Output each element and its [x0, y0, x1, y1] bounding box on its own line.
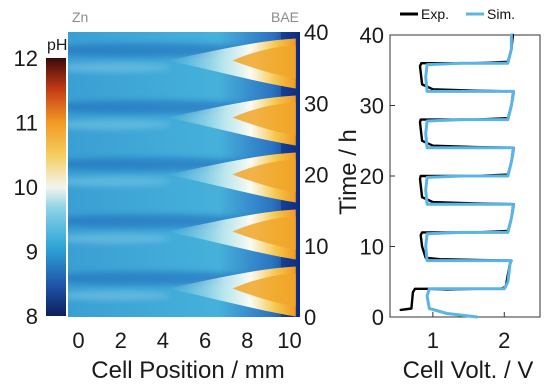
- heatmap-y-tick-label: 30: [304, 91, 328, 116]
- ph-pulse-core: [232, 102, 296, 136]
- heatmap-top-right-label: BAE: [271, 9, 299, 25]
- voltage-y-tick-label: 0: [372, 305, 384, 330]
- heatmap-y-tick-label: 40: [304, 20, 328, 45]
- heatmap-x-tick-label: 4: [157, 328, 169, 353]
- legend-label-exp: Exp.: [421, 6, 449, 22]
- colorbar-label: pH: [47, 37, 67, 54]
- mid-ph-band: [68, 176, 171, 187]
- heatmap-y-tick-label: 20: [304, 163, 328, 188]
- ph-pulse-core: [232, 216, 296, 250]
- heatmap-top-left-label: Zn: [72, 9, 88, 25]
- colorbar-tick-label: 9: [26, 240, 38, 265]
- mid-ph-band: [68, 233, 171, 244]
- voltage-x-axis-label: Cell Volt. / V: [403, 357, 534, 384]
- colorbar-scale: [46, 58, 66, 316]
- ph-pulse-core: [232, 159, 296, 193]
- heatmap-x-tick-label: 8: [241, 328, 253, 353]
- heatmap-right-y-axis-label: Time / h: [335, 129, 362, 215]
- voltage-x-tick-label: 1: [427, 328, 439, 353]
- voltage-x-tick-label: 2: [498, 328, 510, 353]
- colorbar-tick-label: 12: [14, 46, 38, 71]
- heatmap-x-tick-label: 0: [72, 328, 84, 353]
- voltage-y-tick-label: 40: [360, 23, 384, 48]
- colorbar-tick-label: 10: [14, 175, 38, 200]
- series-line-sim: [424, 33, 516, 319]
- heatmap-y-tick-label: 10: [304, 234, 328, 259]
- voltage-y-tick-label: 20: [360, 164, 384, 189]
- voltage-y-tick-label: 30: [360, 94, 384, 119]
- heatmap-x-tick-label: 10: [277, 328, 301, 353]
- mid-ph-band: [68, 62, 171, 73]
- colorbar-tick-label: 11: [15, 111, 38, 136]
- ph-pulse-core: [232, 45, 296, 79]
- mid-ph-band: [68, 290, 171, 301]
- voltage-plot: 1 2 0 10 20 30 40 Cell Volt. / V Exp. Sim.: [360, 6, 541, 384]
- heatmap-x-tick-label: 6: [199, 328, 211, 353]
- heatmap-y-tick-label: 0: [304, 305, 316, 330]
- voltage-y-tick-label: 10: [360, 235, 384, 260]
- colorbar-tick-label: 8: [26, 304, 38, 329]
- heatmap-x-axis-label: Cell Position / mm: [91, 357, 284, 384]
- heatmap-x-tick-label: 2: [115, 328, 127, 353]
- ph-pulse-core: [232, 273, 296, 307]
- legend: Exp. Sim.: [400, 6, 515, 22]
- colorbar: pH 8 9 10 11 12: [14, 37, 68, 329]
- legend-label-sim: Sim.: [487, 6, 515, 22]
- mid-ph-band: [68, 119, 171, 130]
